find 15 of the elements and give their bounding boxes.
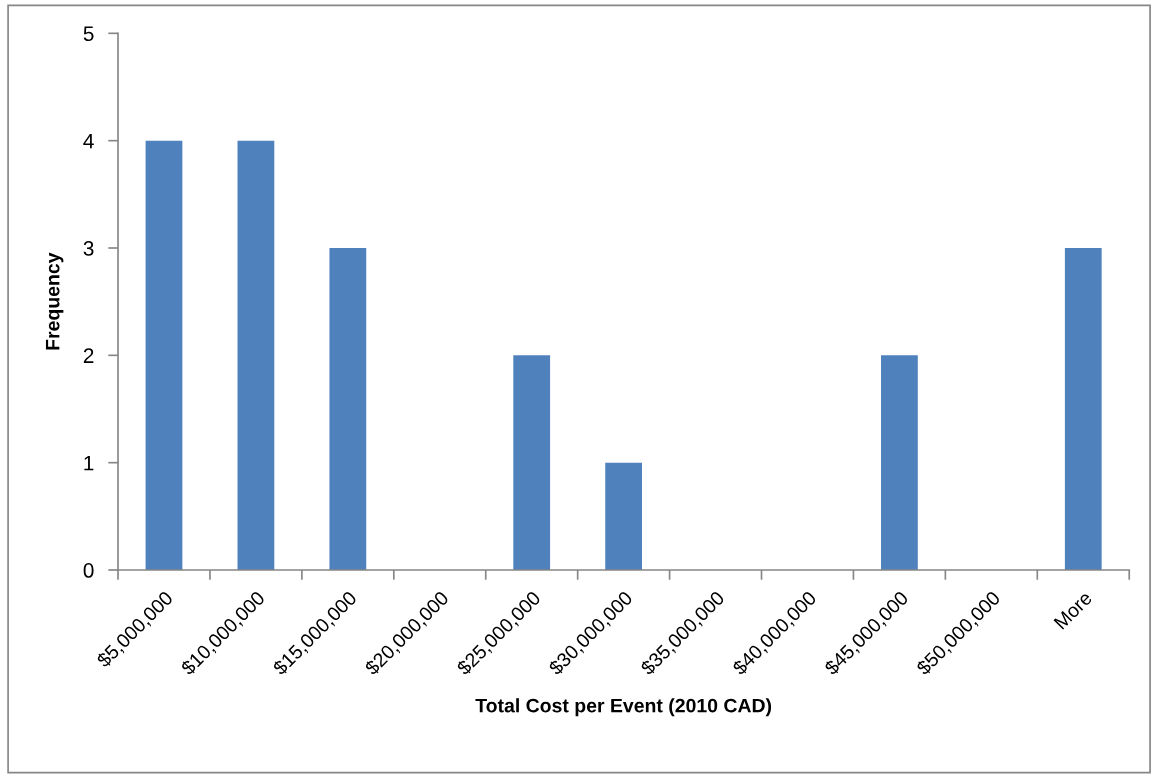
bar bbox=[881, 355, 918, 571]
bar bbox=[1064, 248, 1102, 571]
y-tick-label: 2 bbox=[83, 348, 94, 363]
y-tick-label: 1 bbox=[84, 455, 94, 471]
y-tick-label: 0 bbox=[83, 563, 94, 578]
y-axis-title: Frequency bbox=[45, 252, 64, 350]
bar bbox=[605, 462, 643, 571]
y-tick-label: 4 bbox=[83, 133, 94, 149]
x-axis-title: Total Cost per Event (2010 CAD) bbox=[475, 698, 772, 717]
bar bbox=[329, 248, 367, 571]
y-tick-label: 3 bbox=[83, 241, 94, 256]
y-tick-label: 5 bbox=[83, 26, 94, 42]
bar bbox=[513, 355, 551, 571]
bar bbox=[237, 140, 275, 571]
bar bbox=[145, 140, 183, 571]
